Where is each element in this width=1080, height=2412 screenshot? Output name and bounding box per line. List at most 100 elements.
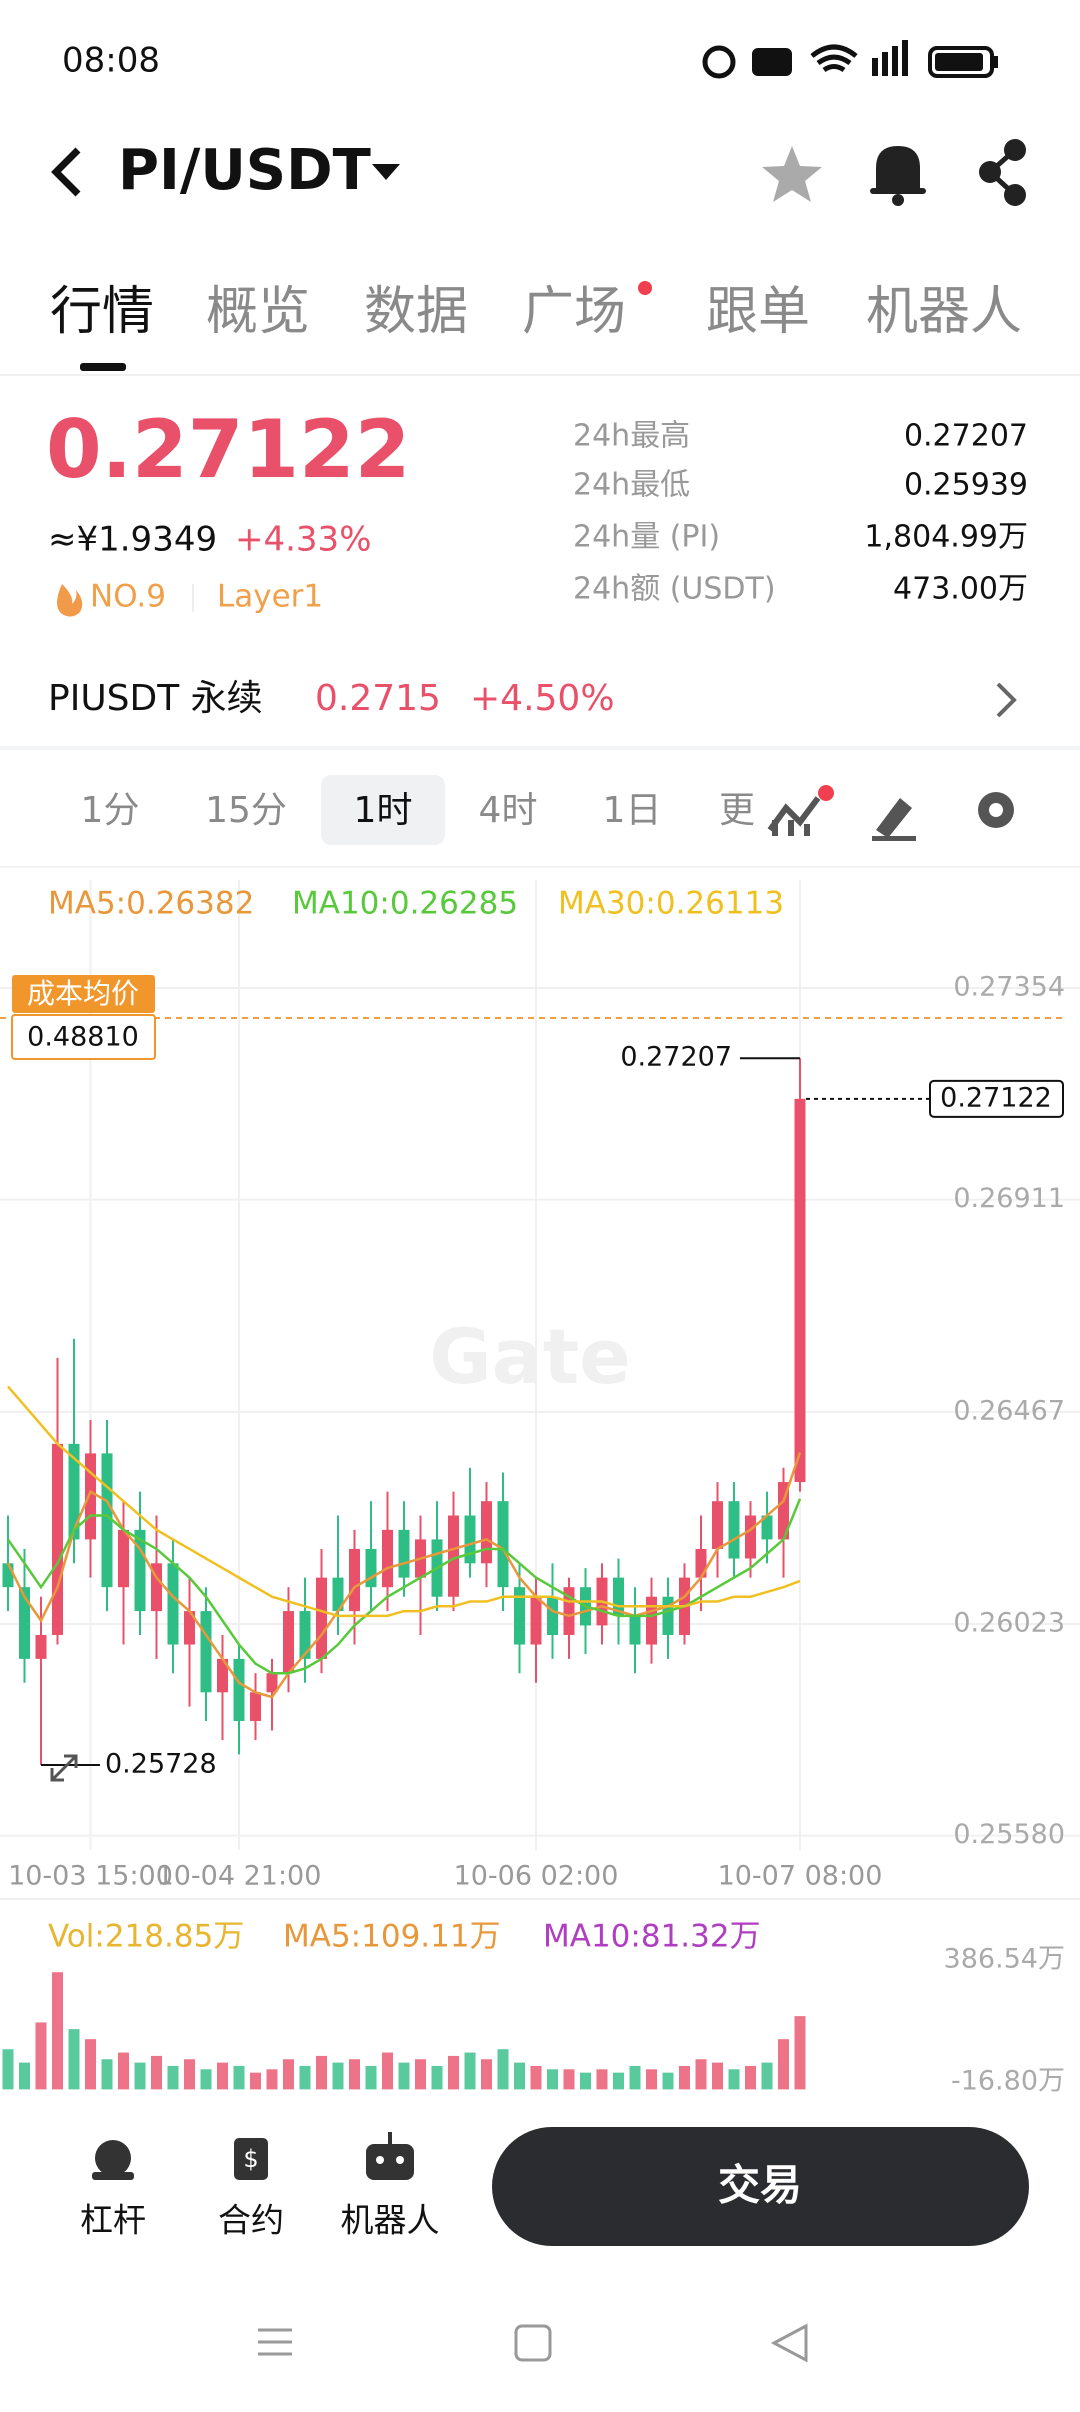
- candle-body: [184, 1611, 195, 1645]
- volume-bar: [563, 2069, 575, 2090]
- draw-button[interactable]: [872, 798, 916, 841]
- pair-title[interactable]: PI/USDT: [118, 138, 371, 203]
- candle-body: [448, 1515, 459, 1597]
- cost-label: 成本均价: [27, 977, 139, 1010]
- candle-body: [283, 1611, 294, 1674]
- stat-value: 0.25939: [904, 468, 1028, 503]
- volume-bar: [530, 2065, 542, 2090]
- candle-body: [250, 1692, 261, 1721]
- candle-body: [613, 1577, 624, 1616]
- change-pct: +4.33%: [235, 520, 372, 560]
- expand-icon[interactable]: [50, 1754, 78, 1782]
- candle-body: [563, 1587, 575, 1635]
- perp-name[interactable]: PIUSDT 永续: [48, 678, 263, 719]
- y-tick-label: 0.26911: [953, 1183, 1065, 1214]
- candle-body: [134, 1529, 146, 1612]
- volume-bar: [35, 2022, 47, 2090]
- perp-chevron[interactable]: [996, 682, 1017, 718]
- candle-body: [118, 1529, 129, 1588]
- candle-body: [761, 1515, 773, 1540]
- trade-label[interactable]: 交易: [718, 2161, 802, 2210]
- interval-tab[interactable]: 1时: [354, 790, 413, 831]
- cost-value: 0.48810: [27, 1022, 139, 1053]
- divider: [0, 866, 1080, 868]
- interval-tab[interactable]: 更: [719, 790, 755, 831]
- volume-bar: [712, 2062, 723, 2090]
- volume-bar: [134, 2062, 146, 2090]
- alert-button[interactable]: [870, 146, 926, 206]
- sector-tag: Layer1: [217, 579, 323, 615]
- contract-icon[interactable]: $: [234, 2138, 268, 2180]
- y-tick-label: 0.27354: [953, 971, 1065, 1002]
- favorite-button[interactable]: [762, 146, 822, 202]
- tab[interactable]: 跟单: [706, 282, 810, 342]
- volume-bar: [349, 2059, 360, 2090]
- bot-icon[interactable]: [366, 2132, 414, 2180]
- leverage-icon[interactable]: [92, 2140, 134, 2180]
- tab[interactable]: 概览: [206, 282, 310, 342]
- volume-bar: [794, 2016, 806, 2090]
- candle-body: [2, 1563, 14, 1588]
- nav-menu[interactable]: [258, 2328, 292, 2356]
- volume-bar: [662, 2072, 674, 2090]
- candle-body: [745, 1515, 756, 1559]
- indicator-button[interactable]: [767, 785, 834, 836]
- y-tick-label: -16.80万: [951, 2066, 1065, 2097]
- stat-label: 24h最高: [573, 419, 690, 454]
- volume-bar: [118, 2052, 129, 2090]
- tab-badge: [638, 281, 652, 295]
- volume-bar: [695, 2059, 707, 2090]
- cny-price: ≈¥1.9349: [48, 520, 217, 560]
- volume-bar: [382, 2052, 393, 2090]
- volume-bar: [283, 2059, 294, 2090]
- tab[interactable]: 数据: [364, 282, 468, 342]
- volume-bar: [398, 2062, 410, 2090]
- volume-bar: [514, 2062, 525, 2090]
- volume-bar: [448, 2055, 459, 2090]
- status-icons: [702, 40, 998, 79]
- volume-bar: [745, 2065, 756, 2090]
- ma-line: [6, 1498, 802, 1675]
- volume-bar: [613, 2072, 624, 2090]
- tab[interactable]: 广场: [522, 282, 626, 342]
- volume-bar: [184, 2059, 195, 2090]
- y-tick-label: 0.26467: [953, 1395, 1065, 1426]
- interval-tab[interactable]: 15分: [205, 790, 287, 831]
- legend-entry: MA30:0.26113: [558, 886, 784, 922]
- share-button[interactable]: [979, 139, 1026, 206]
- settings-button[interactable]: [978, 792, 1014, 828]
- nav-back[interactable]: [770, 2323, 808, 2363]
- fire-icon: [57, 584, 83, 617]
- volume-bar: [200, 2069, 212, 2090]
- interval-tab[interactable]: 4时: [479, 790, 538, 831]
- candle-body: [52, 1443, 63, 1635]
- candle-body: [497, 1501, 509, 1588]
- tab[interactable]: 机器人: [866, 282, 1022, 342]
- back-button[interactable]: [51, 147, 81, 197]
- tab[interactable]: 行情: [50, 282, 154, 342]
- y-tick-label: 386.54万: [944, 1944, 1065, 1975]
- candle-body: [481, 1501, 492, 1564]
- x-tick-label: 10-06 02:00: [454, 1861, 619, 1892]
- watermark: Gate: [429, 1312, 631, 1401]
- pair-dropdown[interactable]: [372, 164, 400, 180]
- volume-bar: [233, 2065, 245, 2090]
- volume-bar: [497, 2049, 509, 2090]
- stat-value: 473.00万: [893, 572, 1028, 607]
- volume-bar: [646, 2069, 657, 2090]
- bottom-item[interactable]: 杠杆: [80, 2201, 146, 2240]
- candle-body: [464, 1515, 476, 1564]
- separator: [192, 584, 194, 612]
- candle-body: [662, 1596, 674, 1635]
- interval-tab[interactable]: 1分: [81, 790, 140, 831]
- interval-tab[interactable]: 1日: [603, 790, 662, 831]
- candle-body: [778, 1482, 789, 1540]
- nav-home[interactable]: [514, 2324, 552, 2362]
- bottom-item[interactable]: 机器人: [341, 2201, 440, 2240]
- volume-bar: [151, 2055, 162, 2090]
- legend-entry: Vol:218.85万: [48, 1919, 244, 1955]
- status-time: 08:08: [62, 41, 160, 81]
- bottom-item[interactable]: 合约: [218, 2201, 284, 2240]
- trade-button[interactable]: [492, 2127, 1029, 2246]
